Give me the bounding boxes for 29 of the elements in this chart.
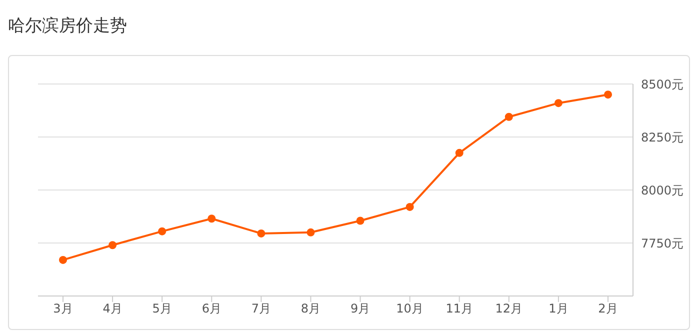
point	[108, 241, 117, 250]
x-tick-label: 7月	[251, 302, 271, 316]
point	[554, 99, 562, 108]
x-tick-label: 12月	[495, 302, 523, 316]
x-tick-label: 10月	[396, 302, 424, 316]
x-tick-label: 11月	[446, 302, 474, 316]
y-tick-label: 8250元	[641, 130, 684, 144]
y-tick-label: 8000元	[641, 183, 684, 198]
y-tick-label: 7750元	[641, 236, 684, 250]
point	[504, 112, 513, 121]
point	[257, 229, 266, 238]
point	[406, 202, 414, 211]
x-tick-label: 3月	[53, 302, 73, 316]
point	[306, 228, 315, 236]
chart-title: 哈尔滨房价走势	[8, 15, 128, 38]
x-tick-label: 4月	[102, 302, 122, 316]
x-tick-label: 2月	[598, 302, 618, 316]
x-tick-label: 1月	[548, 302, 568, 316]
x-tick-label: 8月	[300, 302, 321, 316]
x-tick-label: 6月	[202, 302, 222, 316]
x-tick-label: 9月	[350, 302, 370, 316]
point	[158, 227, 166, 236]
y-tick-label: 8500元	[641, 77, 684, 92]
point	[604, 90, 612, 99]
x-tick-label: 5月	[152, 302, 172, 316]
point	[208, 214, 216, 223]
point	[356, 216, 364, 225]
point	[455, 148, 464, 157]
point	[59, 256, 67, 264]
